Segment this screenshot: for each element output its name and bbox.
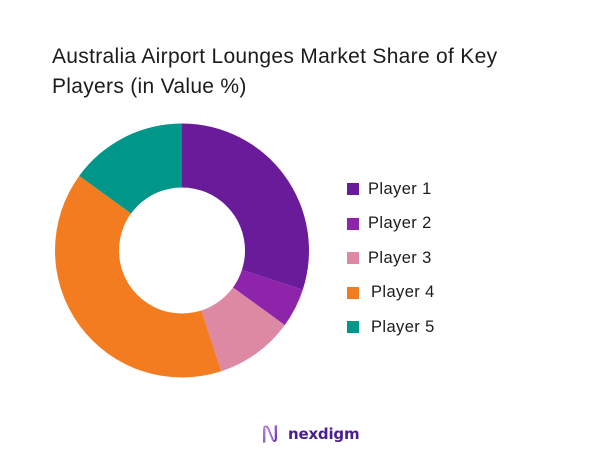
legend-label: Player 4 [371, 283, 435, 302]
chart-title: Australia Airport Lounges Market Share o… [52, 42, 572, 102]
legend-label: Player 3 [368, 248, 432, 267]
legend-label: Player 5 [371, 317, 435, 336]
legend-swatch-player-4 [347, 286, 359, 299]
legend-item-player-2[interactable]: Player 2 [347, 207, 435, 242]
chart-title-line-2: Players (in Value %) [52, 75, 247, 98]
legend-swatch-player-2 [347, 217, 359, 230]
legend-item-player-3[interactable]: Player 3 [347, 241, 435, 276]
legend-label: Player 1 [368, 179, 432, 198]
donut-hole [119, 187, 245, 314]
nexdigm-logo: nexdigm [262, 423, 360, 445]
legend-swatch-player-3 [347, 252, 359, 265]
legend-swatch-player-1 [347, 183, 359, 196]
nexdigm-wave-n-icon [263, 425, 277, 443]
chart-title-line-1: Australia Airport Lounges Market Share o… [52, 45, 498, 68]
legend-label: Player 2 [368, 214, 432, 233]
legend-item-player-4[interactable]: Player 4 [347, 276, 435, 311]
nexdigm-logo-text: nexdigm [288, 425, 360, 443]
legend-swatch-player-5 [347, 321, 359, 334]
legend-item-player-5[interactable]: Player 5 [347, 310, 435, 345]
legend-item-player-1[interactable]: Player 1 [347, 172, 435, 207]
chart-legend: Player 1 Player 2 Player 3 Player 4 Play… [347, 172, 435, 345]
